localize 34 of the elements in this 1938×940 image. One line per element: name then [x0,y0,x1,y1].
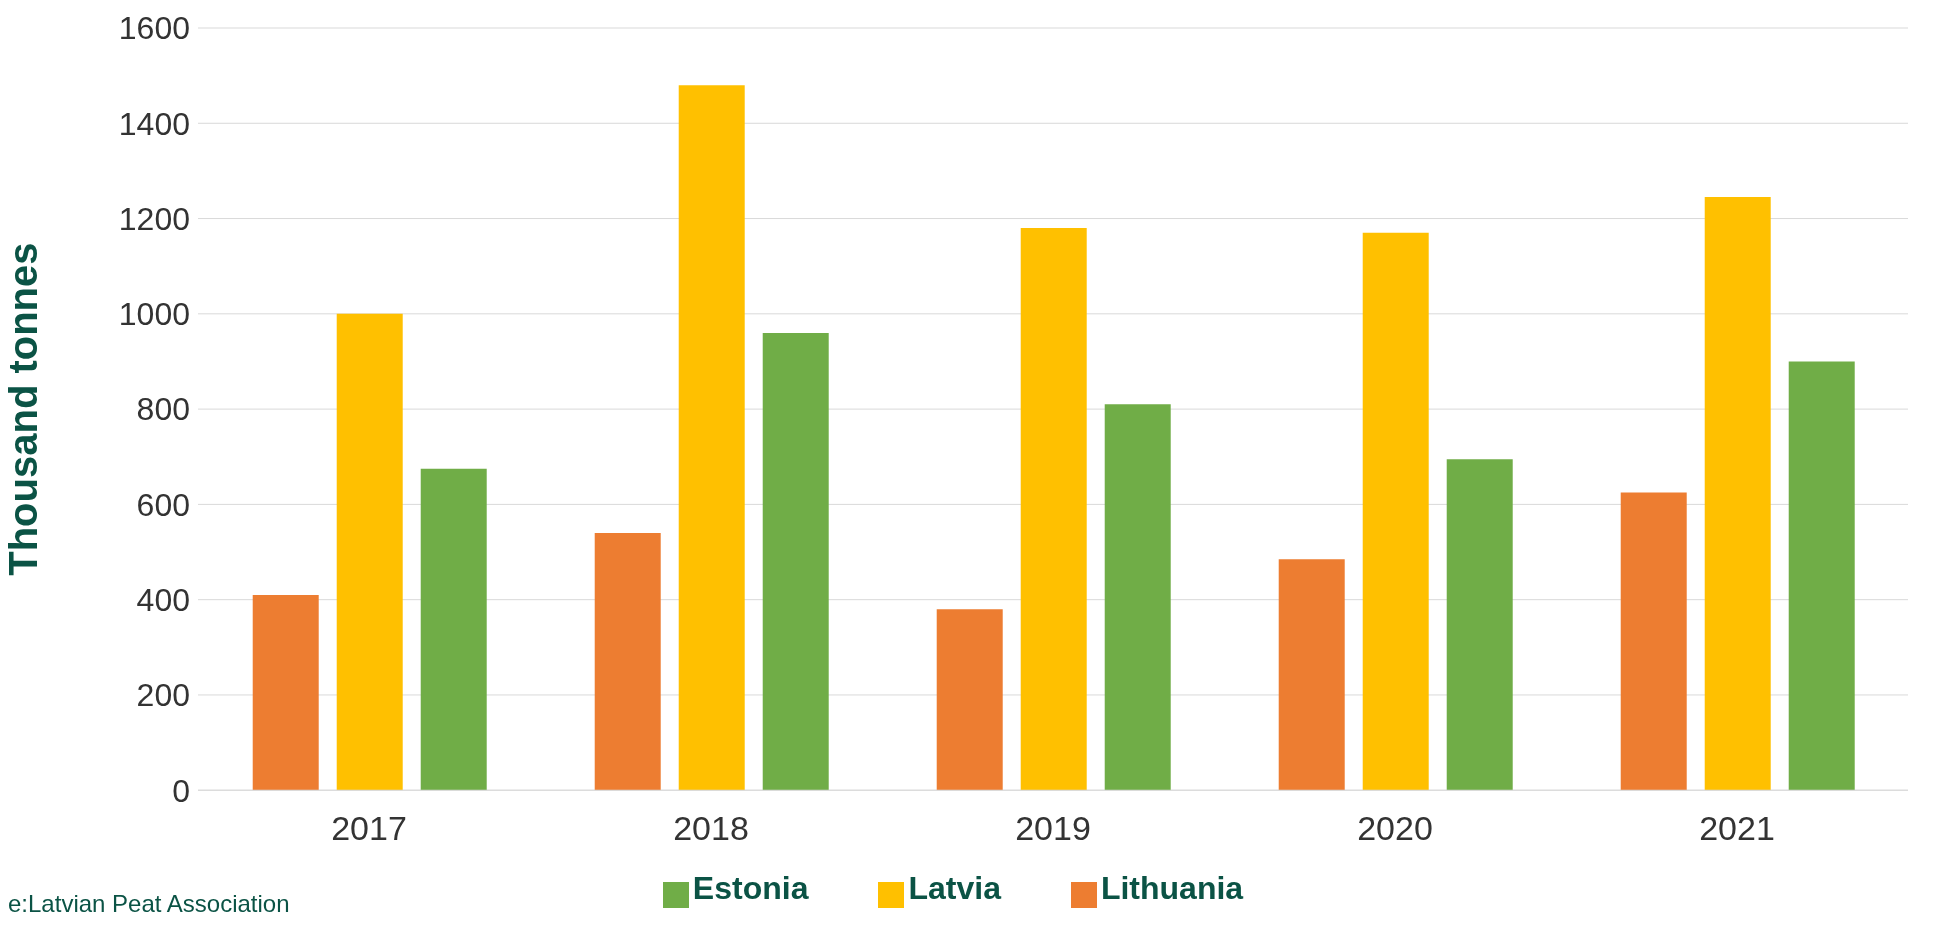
x-tick-label: 2019 [1015,809,1091,848]
bar [936,609,1003,791]
x-tick-label: 2017 [331,809,407,848]
bar [336,313,403,791]
bar [1704,197,1771,791]
bar [252,594,319,791]
x-tick-label: 2020 [1357,809,1433,848]
y-axis-title: Thousand tonnes [1,242,46,576]
legend-label: Estonia [692,870,809,907]
bar [1788,361,1855,791]
bar [1446,459,1513,791]
bar [1104,404,1171,791]
x-tick-label: 2021 [1699,809,1775,848]
y-tick-label: 800 [136,391,190,428]
y-tick-label: 200 [136,677,190,714]
y-tick-label: 1000 [118,296,190,333]
legend-label: Lithuania [1100,870,1244,907]
y-tick-label: 400 [136,582,190,619]
bar [678,85,745,791]
bar [1020,228,1087,791]
bar [1362,232,1429,791]
x-tick-label: 2018 [673,809,749,848]
legend-label: Latvia [908,870,1001,907]
bar [1278,559,1345,791]
y-tick-label: 1600 [118,10,190,47]
bar [1620,492,1687,791]
y-tick-label: 0 [172,772,190,809]
text: e:Latvian Peat Association [8,890,290,918]
y-tick-label: 1200 [118,200,190,237]
bar [420,468,487,791]
bar [762,332,829,791]
y-tick-label: 1400 [118,105,190,142]
y-tick-label: 600 [136,486,190,523]
bar [594,532,661,791]
